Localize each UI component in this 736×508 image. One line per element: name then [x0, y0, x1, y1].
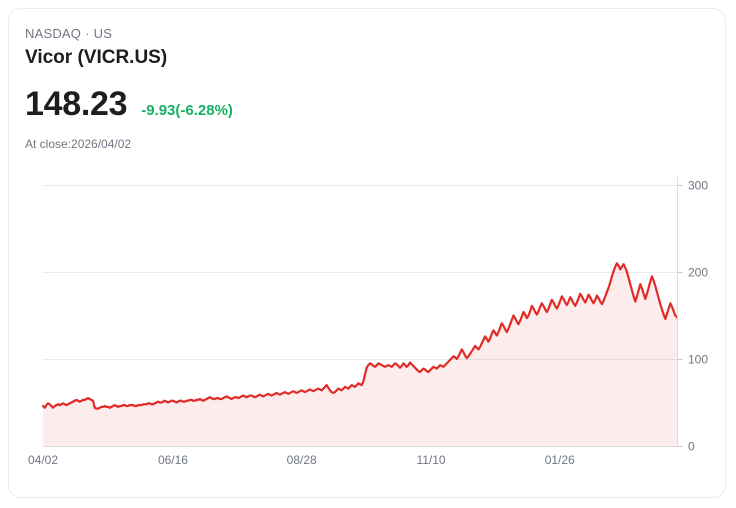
gridlines: [43, 185, 677, 360]
y-tick-label: 200: [688, 266, 708, 280]
x-tick-label: 11/10: [416, 453, 445, 467]
exchange-label: NASDAQ: [25, 26, 82, 41]
y-tick-label: 300: [688, 179, 708, 193]
price-line-path: [41, 262, 679, 410]
y-axis: [43, 177, 683, 447]
close-timestamp: At close:2026/04/02: [25, 137, 132, 151]
price-chart[interactable]: 0 100 200 300 04/02 06/16 08/28 11/10 01/26: [9, 161, 726, 471]
price-value: 148.23: [25, 85, 128, 123]
stock-quote-card: NASDAQ · US Vicor (VICR.US) 148.23 -9.93(-…: [8, 8, 726, 498]
region-label: US: [93, 26, 113, 41]
chart-area-fill: [43, 263, 677, 446]
x-axis-labels: 04/02 06/16 08/28 11/10 01/26: [28, 453, 575, 467]
y-axis-labels: 0 100 200 300: [688, 179, 708, 454]
x-tick-label: 04/02: [28, 453, 58, 467]
quote-header: NASDAQ · US Vicor (VICR.US) 148.23 -9.93(-…: [25, 25, 709, 152]
y-tick-label: 100: [688, 353, 708, 367]
company-name: Vicor (VICR.US): [25, 47, 168, 68]
price-change: -9.93(-6.28%): [141, 102, 233, 119]
x-tick-label: 08/28: [287, 453, 317, 467]
exchange-row: NASDAQ · US: [25, 25, 709, 42]
price-chart-svg[interactable]: 0 100 200 300 04/02 06/16 08/28 11/10 01/26: [9, 161, 726, 471]
chart-line: [41, 262, 679, 410]
price-row: 148.23 -9.93(-6.28%): [25, 84, 709, 124]
area-fill-path: [43, 263, 677, 446]
x-tick-label: 01/26: [545, 453, 575, 467]
separator-dot: ·: [85, 26, 90, 41]
x-tick-label: 06/16: [158, 453, 188, 467]
y-tick-label: 0: [688, 440, 695, 454]
